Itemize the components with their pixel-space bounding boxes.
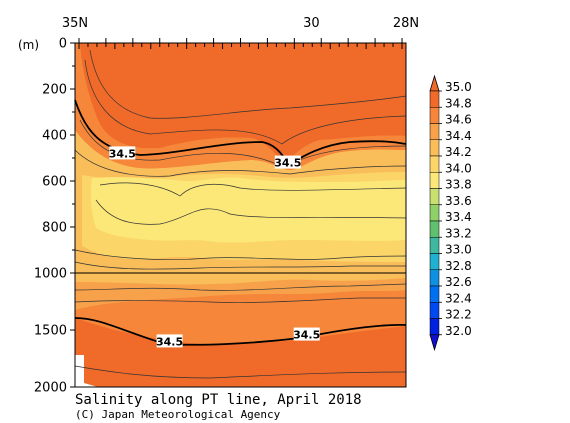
- colorbar-label: 33.4: [445, 210, 472, 224]
- chart-credit: (C) Japan Meteorological Agency: [75, 408, 281, 421]
- colorbar-swatch: [429, 269, 440, 287]
- colorbar-label: 33.0: [445, 243, 472, 257]
- contour-line: [74, 249, 407, 260]
- colorbar-label: 33.2: [445, 226, 472, 240]
- colorbar-swatch: [429, 285, 440, 303]
- colorbar-bottom-arrow: [429, 334, 440, 352]
- colorbar-swatch: [429, 155, 440, 173]
- colorbar-swatch: [429, 253, 440, 270]
- colorbar-label: 32.0: [445, 324, 472, 338]
- colorbar-swatch: [429, 139, 440, 157]
- band-34-6-upper: [75, 100, 406, 170]
- x-axis: 35N 30 28N: [62, 16, 419, 31]
- x-tick-label: 28N: [393, 16, 419, 31]
- colorbar-label: 34.0: [445, 161, 472, 175]
- contour-label-bg: [274, 155, 301, 169]
- colorbar-label: 34.8: [445, 96, 472, 110]
- colorbar-swatch: [429, 204, 440, 222]
- contour-line: [74, 149, 407, 177]
- y-tick-label: 0: [59, 37, 67, 52]
- colorbar: 35.0 34.8 34.6 34.4 34.2 34.0 33.8 33.6 33.4 33.2…: [429, 74, 472, 352]
- colorbar-swatch: [429, 220, 440, 238]
- y-tick-label: 1500: [34, 324, 67, 339]
- colorbar-label: 33.8: [445, 178, 472, 192]
- colorbar-label: 32.6: [445, 275, 472, 289]
- band-34-0: [90, 177, 407, 243]
- contour-label-bg: [293, 327, 320, 341]
- missing-data-notch: [75, 355, 98, 387]
- colorbar-swatch: [429, 188, 440, 205]
- y-unit-label: (m): [18, 38, 39, 52]
- colorbar-label: 32.4: [445, 291, 472, 305]
- colorbar-swatch: [429, 237, 440, 254]
- salinity-bands: [75, 43, 407, 387]
- contour-label: 34.5: [109, 147, 136, 160]
- contour-34-5-deep: [74, 317, 407, 346]
- contour-label-bg: [109, 146, 136, 160]
- x-tick-label: 35N: [62, 16, 88, 31]
- y-tick-label: 2000: [34, 381, 67, 396]
- y-tick-label: 600: [42, 175, 67, 190]
- contour-label: 34.5: [156, 335, 183, 348]
- chart-title: Salinity along PT line, April 2018: [75, 392, 362, 408]
- colorbar-top-arrow: [429, 74, 440, 92]
- contour-label-layer: 34.5 34.5 34.5 34.5: [109, 146, 320, 348]
- y-tick-label: 1000: [34, 267, 67, 282]
- y-tick-label: 200: [42, 83, 67, 98]
- colorbar-label: 32.8: [445, 259, 472, 273]
- contour-line: [74, 261, 406, 270]
- contour-line: [74, 365, 407, 379]
- contour-line: [89, 49, 407, 119]
- colorbar-label: 32.2: [445, 308, 472, 322]
- band-34-8-deep: [75, 318, 406, 387]
- contour-line: [95, 199, 407, 225]
- contour-label: 34.5: [293, 329, 320, 342]
- contour-label-bg: [156, 334, 183, 348]
- colorbar-label: 34.2: [445, 145, 472, 159]
- contour-line: [74, 283, 407, 291]
- colorbar-label: 34.6: [445, 113, 472, 127]
- station-ticks: [78, 38, 403, 49]
- colorbar-swatch: [429, 123, 440, 140]
- contour-line: [99, 182, 407, 197]
- band-34-8-upper: [80, 43, 406, 160]
- contour-label: 34.5: [274, 157, 301, 170]
- colorbar-swatch: [429, 302, 440, 319]
- y-axis: 0 200 400 600 800 1000 1500 2000: [34, 37, 75, 396]
- contour-line: [84, 59, 407, 145]
- colorbar-label: 35.0: [445, 80, 472, 94]
- colorbar-label: 33.6: [445, 194, 472, 208]
- colorbar-swatch: [429, 318, 440, 335]
- y-tick-label: 800: [42, 221, 67, 236]
- colorbar-swatch: [429, 90, 440, 108]
- colorbar-label: 34.4: [445, 129, 472, 143]
- x-tick-label: 30: [303, 16, 320, 31]
- colorbar-swatch: [429, 107, 440, 124]
- contour-line: [74, 297, 406, 303]
- colorbar-swatch: [429, 172, 440, 189]
- y-tick-label: 400: [42, 129, 67, 144]
